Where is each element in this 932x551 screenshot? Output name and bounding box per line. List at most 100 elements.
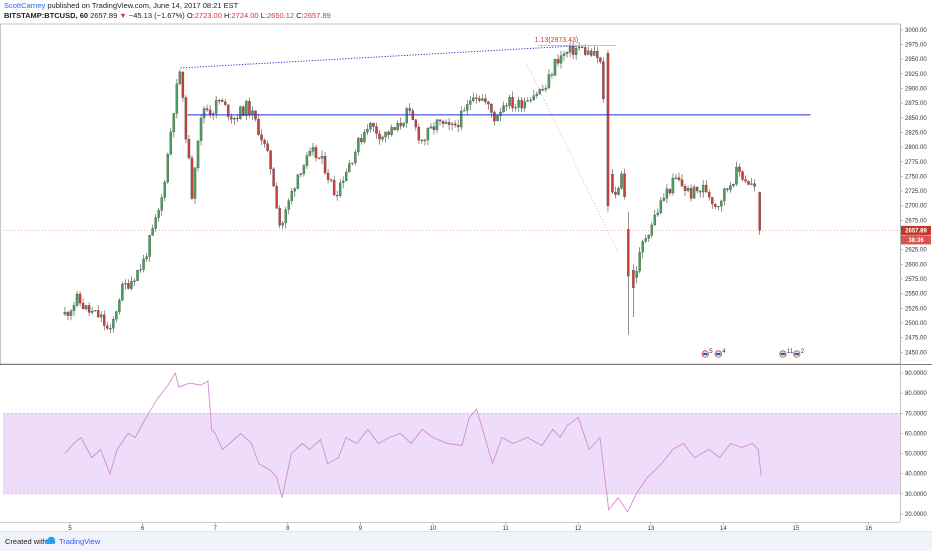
candle-up (145, 256, 148, 260)
candle-down (266, 143, 269, 151)
price-tick-label: 2925.00 (905, 72, 927, 78)
candle-down (556, 59, 560, 64)
candle-down (127, 283, 130, 289)
trend-line[interactable] (180, 45, 580, 69)
low-value: 2650.12 (266, 11, 295, 20)
candle-up (178, 71, 182, 85)
price-tick-label: 3000.00 (905, 28, 927, 34)
candle-up (544, 87, 548, 90)
event-flag-icon[interactable]: 4 (714, 349, 726, 358)
candle-up (692, 186, 696, 199)
publish-info: ScottCarney published on TradingView.com… (4, 1, 238, 10)
candle-up (311, 147, 315, 152)
candle-down (484, 98, 487, 102)
candle-down (614, 192, 617, 195)
candle-up (287, 200, 290, 210)
candle-up (659, 200, 663, 214)
candle-up (538, 89, 542, 95)
candle-up (233, 118, 236, 120)
tradingview-brand-link[interactable]: TradingView (59, 537, 101, 546)
rsi-tick-label: 80.0000 (905, 391, 927, 397)
candle-up (481, 98, 484, 101)
candle-down (275, 186, 278, 209)
event-flag-icon[interactable]: 11 (779, 349, 794, 358)
candle-up (514, 107, 517, 109)
candle-down (668, 188, 672, 194)
candle-up (429, 126, 433, 129)
candle-up (175, 83, 179, 114)
candle-down (438, 119, 442, 122)
candle-up (450, 123, 454, 125)
time-tick-label: 10 (430, 526, 437, 531)
price-pane-frame (0, 23, 901, 365)
candle-down (408, 108, 411, 111)
candle-down (683, 186, 687, 191)
candle-down (627, 229, 630, 277)
candle-up (308, 151, 312, 156)
symbol-label[interactable]: BITSTAMP:BTCUSD, 60 (4, 11, 89, 20)
candle-up (402, 122, 405, 127)
candle-down (217, 100, 221, 102)
candle-down (184, 97, 188, 140)
candle-down (456, 125, 460, 128)
candle-up (69, 310, 73, 316)
candle-down (753, 183, 756, 187)
candle-up (384, 131, 387, 138)
candle-up (112, 319, 115, 329)
candle-down (220, 100, 224, 102)
rsi-tick-label: 50.0000 (905, 452, 927, 458)
candle-up (369, 122, 372, 130)
candle-up (202, 108, 206, 119)
candle-up (635, 271, 638, 278)
candle-up (320, 156, 324, 159)
candle-up (341, 180, 345, 183)
candle-up (701, 184, 705, 193)
candle-up (435, 119, 439, 130)
candle-up (617, 188, 620, 195)
candle-up (63, 312, 67, 315)
rsi-tick-label: 20.0000 (905, 512, 927, 518)
event-flag-icon[interactable]: 5 (701, 349, 713, 358)
tradingview-logo-icon[interactable] (44, 536, 56, 546)
price-tick-label: 2625.00 (905, 248, 927, 254)
time-tick-label: 7 (214, 526, 218, 531)
candle-up (396, 123, 399, 131)
author-link[interactable]: ScottCarney (4, 1, 46, 10)
time-tick-label: 15 (793, 526, 800, 531)
candle-up (508, 96, 511, 107)
candle-down (260, 134, 263, 141)
candle-up (351, 162, 354, 164)
candle-up (674, 177, 678, 179)
candle-up (502, 105, 505, 113)
candle-up (124, 283, 127, 285)
candle-down (399, 123, 402, 127)
chart-area[interactable]: 1.13(2973.43) 2450.00 2475.00 2500.00 2525.… (0, 0, 932, 531)
price-tick-label: 2900.00 (905, 86, 927, 92)
candle-down (227, 104, 230, 117)
price-tick-label: 2875.00 (905, 101, 927, 107)
time-tick-label: 5 (68, 526, 72, 531)
candle-up (305, 155, 309, 166)
candle-down (602, 61, 605, 100)
low-label: L: (260, 11, 267, 20)
price-tick-label: 2750.00 (905, 174, 927, 180)
candle-down (590, 50, 593, 56)
candle-down (230, 116, 233, 120)
candle-up (166, 154, 169, 183)
candle-up (163, 181, 166, 198)
candle-down (208, 109, 212, 116)
candle-up (535, 93, 539, 96)
candle-up (75, 293, 79, 306)
candle-down (478, 98, 481, 101)
candle-up (499, 111, 502, 116)
candle-down (447, 122, 451, 125)
event-flag-icon[interactable]: 2 (793, 349, 805, 358)
candle-up (281, 222, 284, 226)
candle-up (354, 151, 357, 164)
price-tick-label: 2975.00 (905, 43, 927, 49)
price-tick-label: 2700.00 (905, 204, 927, 210)
candle-down (78, 293, 82, 304)
price-tick-label: 2850.00 (905, 116, 927, 122)
candle-up (562, 53, 566, 56)
candle-down (596, 50, 599, 58)
